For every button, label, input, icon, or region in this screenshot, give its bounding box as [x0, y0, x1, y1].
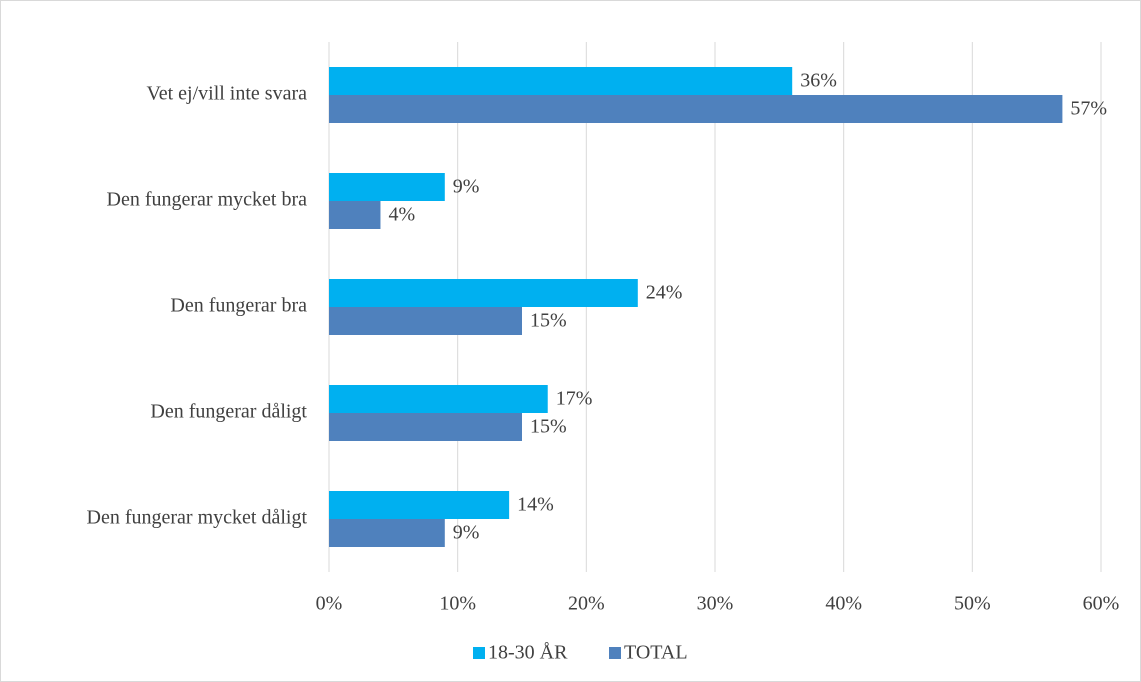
x-tick-label: 0% — [316, 593, 343, 615]
bar — [329, 519, 445, 547]
legend-swatch — [609, 647, 621, 659]
x-tick-label: 20% — [568, 593, 605, 615]
data-label: 9% — [453, 522, 480, 544]
data-label: 36% — [800, 70, 837, 92]
data-label: 9% — [453, 176, 480, 198]
bar — [329, 173, 445, 201]
y-tick-label: Vet ej/vill inte svara — [146, 83, 307, 105]
bar — [329, 385, 548, 413]
bar — [329, 95, 1063, 123]
bar — [329, 201, 381, 229]
x-tick-label: 60% — [1083, 593, 1120, 615]
data-label: 15% — [530, 310, 567, 332]
data-label: 57% — [1070, 98, 1107, 120]
data-label: 17% — [556, 388, 593, 410]
legend-label: 18-30 ÅR — [488, 642, 568, 664]
y-tick-label: Den fungerar mycket dåligt — [87, 507, 308, 529]
x-tick-label: 50% — [954, 593, 991, 615]
data-label: 14% — [517, 494, 554, 516]
bar — [329, 279, 638, 307]
x-tick-label: 40% — [825, 593, 862, 615]
legend-label: TOTAL — [624, 642, 688, 664]
data-label: 4% — [388, 204, 415, 226]
data-label: 24% — [646, 282, 683, 304]
bar — [329, 413, 522, 441]
bar — [329, 67, 793, 95]
y-tick-label: Den fungerar mycket bra — [107, 189, 308, 211]
y-tick-label: Den fungerar bra — [170, 295, 307, 317]
data-label: 15% — [530, 416, 567, 438]
y-tick-label: Den fungerar dåligt — [150, 401, 307, 423]
bar — [329, 491, 510, 519]
x-tick-label: 10% — [439, 593, 476, 615]
x-tick-label: 30% — [697, 593, 734, 615]
bar — [329, 307, 522, 335]
legend-swatch — [473, 647, 485, 659]
